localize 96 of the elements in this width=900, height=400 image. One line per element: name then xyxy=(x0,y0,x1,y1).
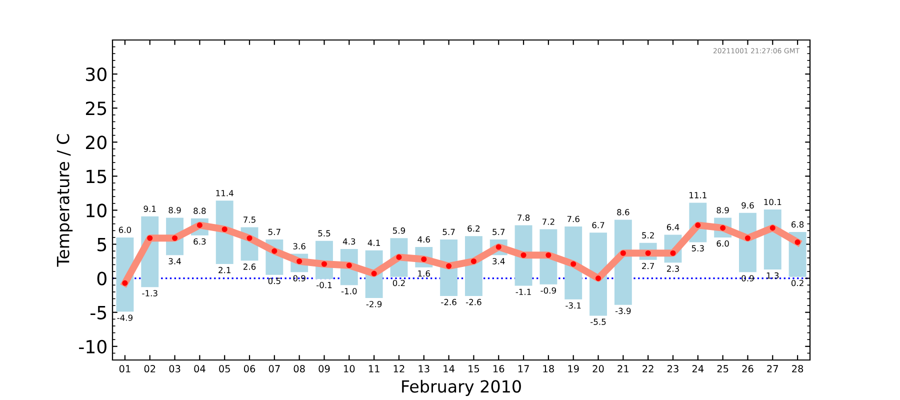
annotation: 2.3 xyxy=(666,266,679,272)
x-tick-label: 18 xyxy=(543,365,554,372)
annotation: 2.1 xyxy=(218,266,230,274)
annotation: 8.8 xyxy=(194,208,206,214)
x-tick-label: 14 xyxy=(444,365,454,372)
annotation: 9.1 xyxy=(144,206,156,212)
y-tick-label: 0 xyxy=(97,272,106,286)
annotation: 4.1 xyxy=(368,240,380,246)
annotation: -4.9 xyxy=(117,314,132,321)
annotation: 5.3 xyxy=(692,245,704,252)
x-tick-label: 16 xyxy=(494,365,504,372)
annotation: 5.9 xyxy=(392,227,406,234)
annotation: -1.0 xyxy=(341,288,357,294)
annotation: -5.5 xyxy=(590,318,606,325)
annotation: 8.9 xyxy=(716,207,729,214)
y-tick-label: -10 xyxy=(79,340,106,354)
annotation: 1.3 xyxy=(766,272,779,279)
annotation: 2.7 xyxy=(642,262,654,270)
x-tick-label: 26 xyxy=(742,365,754,372)
annotation: -1.1 xyxy=(516,288,531,295)
x-tick-label: 10 xyxy=(344,365,355,372)
y-tick-label: -5 xyxy=(90,306,106,320)
x-tick-label: 20 xyxy=(592,365,604,372)
annotation: 1.6 xyxy=(418,270,430,277)
annotation: 4.3 xyxy=(342,238,356,245)
annotation: 6.0 xyxy=(118,226,132,234)
annotation: 6.2 xyxy=(468,225,480,232)
bar xyxy=(614,220,632,305)
y-tick-label: 20 xyxy=(86,136,106,150)
x-tick-label: 19 xyxy=(568,365,579,372)
annotation: 8.6 xyxy=(617,209,630,216)
y-axis-title: Temperature / C xyxy=(56,134,73,267)
x-tick-label: 12 xyxy=(394,365,404,372)
annotation: 3.6 xyxy=(293,243,306,250)
x-tick-label: 25 xyxy=(717,365,728,372)
annotation: 0.5 xyxy=(268,278,280,284)
annotation: 6.4 xyxy=(666,224,680,230)
annotation: 0.2 xyxy=(392,280,405,286)
annotation: 6.8 xyxy=(792,221,804,228)
x-tick-label: 04 xyxy=(194,365,206,372)
x-tick-label: 11 xyxy=(368,365,380,372)
annotation: -2.9 xyxy=(366,300,382,308)
annotation: 0.9 xyxy=(742,275,754,282)
annotation: 6.0 xyxy=(716,240,729,247)
y-tick-label: 10 xyxy=(86,204,106,218)
annotation: 7.6 xyxy=(567,216,580,222)
x-tick-label: 13 xyxy=(418,365,430,372)
x-tick-label: 27 xyxy=(767,365,778,372)
annotation: 0.9 xyxy=(293,275,306,282)
x-tick-label: 17 xyxy=(518,365,529,372)
x-tick-label: 07 xyxy=(268,365,280,372)
x-axis-title: February 2010 xyxy=(402,380,521,396)
annotation: 5.7 xyxy=(492,228,505,236)
x-tick-label: 22 xyxy=(642,365,654,372)
annotation: 6.7 xyxy=(592,222,604,228)
x-tick-label: 21 xyxy=(618,365,628,372)
annotation: 7.2 xyxy=(542,218,554,225)
x-tick-label: 06 xyxy=(244,365,256,372)
annotation: -2.6 xyxy=(466,298,482,306)
x-tick-label: 01 xyxy=(119,365,130,372)
x-tick-label: 03 xyxy=(169,365,180,372)
annotation: -3.1 xyxy=(566,302,581,309)
annotation: 11.1 xyxy=(690,192,706,198)
x-tick-label: 09 xyxy=(318,365,330,372)
annotation: -1.3 xyxy=(142,290,158,296)
x-tick-label: 24 xyxy=(692,365,704,372)
annotation: -2.6 xyxy=(441,298,456,306)
annotation: 7.8 xyxy=(518,214,530,221)
x-tick-label: 08 xyxy=(294,365,305,372)
annotation: 4.6 xyxy=(418,236,430,243)
y-tick-label: 25 xyxy=(86,102,106,116)
y-tick-label: 5 xyxy=(98,238,106,252)
annotation: 5.2 xyxy=(642,232,654,238)
annotation: 6.3 xyxy=(194,238,206,245)
y-tick-label: 30 xyxy=(86,68,106,82)
annotation: 7.5 xyxy=(244,216,256,223)
annotation: 9.6 xyxy=(742,202,754,209)
annotation: 8.9 xyxy=(168,207,181,214)
annotation: 11.4 xyxy=(216,190,234,196)
x-tick-label: 23 xyxy=(668,365,678,372)
annotation: 10.1 xyxy=(764,198,782,206)
annotation: 3.4 xyxy=(492,258,505,264)
annotation: -3.9 xyxy=(615,308,631,314)
annotation: 5.7 xyxy=(268,228,280,236)
annotation: 5.5 xyxy=(318,230,330,236)
annotation: 5.7 xyxy=(442,228,455,236)
x-tick-label: 02 xyxy=(144,365,156,372)
x-tick-label: 15 xyxy=(468,365,480,372)
x-tick-label: 28 xyxy=(792,365,804,372)
x-tick-label: 05 xyxy=(219,365,230,372)
annotation: 2.6 xyxy=(243,264,256,270)
annotation: -0.9 xyxy=(540,287,556,294)
y-tick-label: 15 xyxy=(86,170,106,184)
annotation: 3.4 xyxy=(168,258,181,264)
annotation: 0.2 xyxy=(791,280,804,286)
annotation: -0.1 xyxy=(316,282,332,288)
